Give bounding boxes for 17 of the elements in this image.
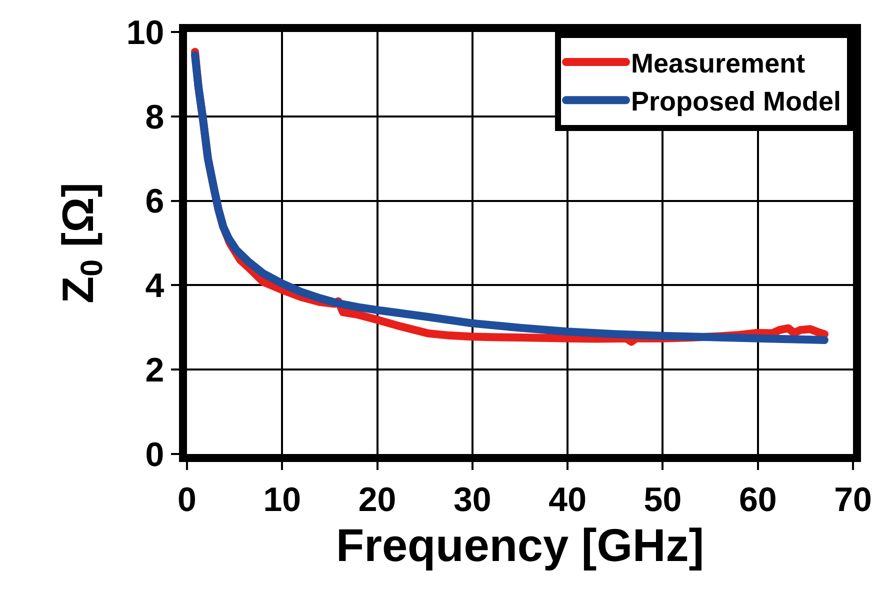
- y-tick-label: 4: [145, 267, 164, 306]
- y-tick-label: 2: [145, 352, 164, 390]
- legend-label: Measurement: [631, 48, 806, 79]
- x-tick-label: 50: [644, 480, 682, 519]
- x-tick-label: 20: [358, 480, 396, 519]
- x-tick-label: 40: [548, 480, 586, 519]
- x-tick-label: 10: [263, 480, 302, 519]
- x-axis-title: Frequency [GHz]: [336, 519, 704, 571]
- x-tick-label: 70: [834, 480, 872, 519]
- x-tick-label: 0: [178, 480, 196, 519]
- x-tick-label: 60: [738, 480, 777, 519]
- x-tick-label: 30: [454, 480, 492, 519]
- y-tick-label: 8: [145, 98, 164, 136]
- y-tick-label: 0: [145, 436, 164, 474]
- y-tick-label: 10: [126, 14, 164, 52]
- y-tick-label: 6: [145, 182, 164, 221]
- legend-label: Proposed Model: [631, 86, 842, 117]
